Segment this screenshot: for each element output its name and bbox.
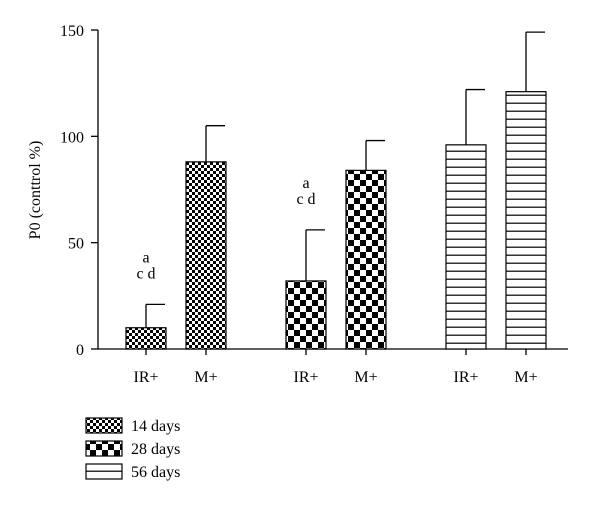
- bar: [285, 280, 327, 350]
- bar-annotation: c d: [136, 265, 155, 282]
- bar: [445, 144, 487, 350]
- legend-label: 56 days: [131, 464, 180, 481]
- legend-label: 14 days: [131, 418, 180, 435]
- x-tick-label: M+: [514, 369, 537, 386]
- y-tick-label: 100: [60, 129, 84, 146]
- x-tick-label: IR+: [133, 369, 158, 386]
- bar-annotation: c d: [296, 191, 315, 208]
- bar: [125, 327, 167, 350]
- bar: [345, 169, 387, 350]
- x-tick-label: M+: [354, 369, 377, 386]
- x-tick-label: IR+: [453, 369, 478, 386]
- legend: 14 days 28 days 56 days: [85, 417, 180, 481]
- y-tick-label: 150: [60, 23, 84, 40]
- x-tick-label: M+: [194, 369, 217, 386]
- legend-label: 28 days: [131, 441, 180, 458]
- x-tick-label: IR+: [293, 369, 318, 386]
- y-tick-label: 0: [76, 342, 84, 359]
- bar: [505, 91, 547, 350]
- bar-annotation: a: [142, 249, 149, 266]
- bar: [185, 161, 227, 350]
- bar-annotation: a: [302, 175, 309, 192]
- legend-swatch: [85, 417, 123, 434]
- y-axis-title: P0 (conttrol %): [27, 141, 44, 240]
- y-tick-label: 50: [68, 236, 84, 253]
- legend-swatch: [85, 440, 123, 457]
- legend-swatch: [85, 463, 123, 480]
